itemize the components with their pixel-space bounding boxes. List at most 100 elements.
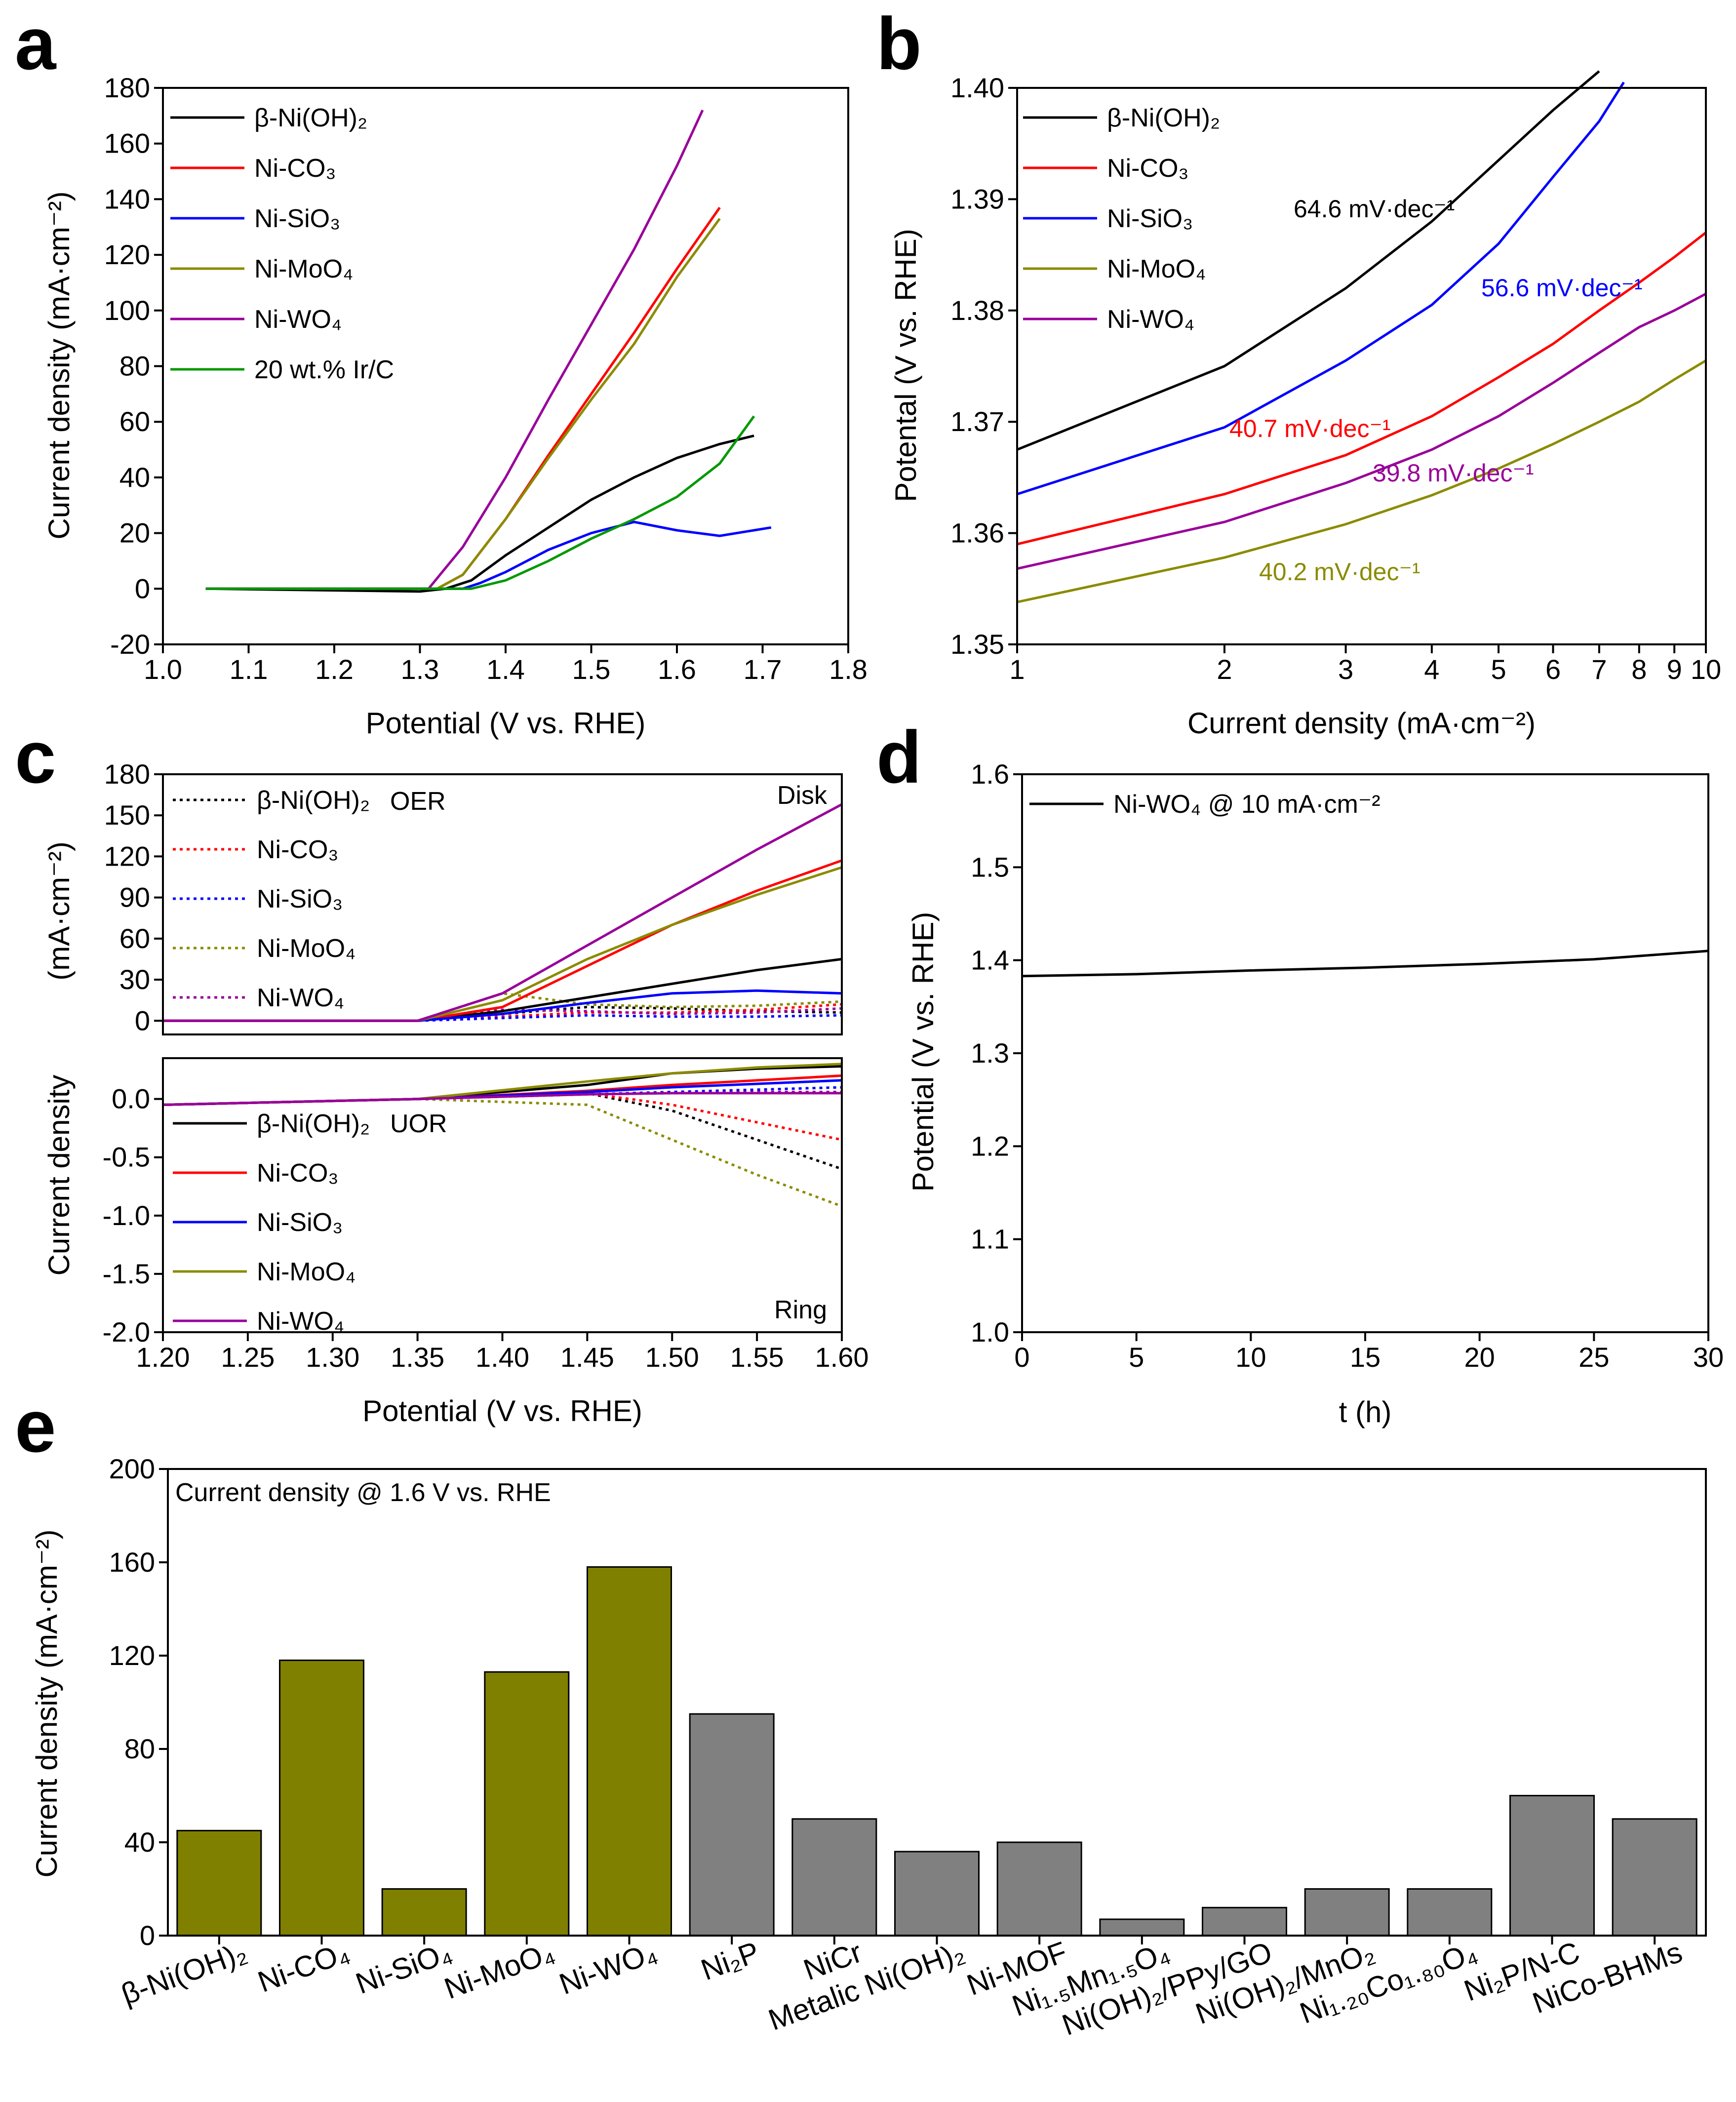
- panel-e-bar: [1304, 1888, 1390, 1937]
- panel-a-xtick-label: 1.8: [829, 654, 868, 685]
- panel-c-disk-ytick-label: 0: [135, 1005, 150, 1036]
- panel-b-frame: [1016, 87, 1707, 645]
- panel-c-disk-frame: [162, 773, 843, 1035]
- panel-b-ylabel: Potental (V vs. RHE): [889, 229, 922, 502]
- panel-e-ytick-label: 0: [140, 1920, 155, 1951]
- panel-a-ytick-label: 140: [104, 183, 150, 214]
- panel-c-xtick-label: 1.20: [136, 1342, 190, 1373]
- panel-e-bar: [381, 1888, 467, 1937]
- panel-c-ring-legend-label: β-Ni(OH)₂: [257, 1110, 370, 1138]
- panel-a-xtick-label: 1.1: [230, 654, 268, 685]
- panel-e-bar: [279, 1659, 364, 1937]
- panel-b-ytick-label: 1.37: [950, 406, 1004, 437]
- panel-d-ytick-label: 1.0: [971, 1316, 1009, 1348]
- panel-b-ytick-label: 1.40: [950, 72, 1004, 103]
- panel-e-bar: [1612, 1818, 1697, 1937]
- panel-c-disk-series-line: [163, 1005, 842, 1022]
- panel-b-ytick-label: 1.35: [950, 629, 1004, 660]
- panel-c-ring-ytick-label: -1.5: [103, 1258, 151, 1289]
- panel-e-category-label: Ni-SiO₄: [352, 1935, 456, 2000]
- panel-e-label: e: [15, 1385, 56, 1467]
- panel-d-xtick-label: 30: [1693, 1342, 1724, 1373]
- panel-c-ring-series-line: [162, 1092, 842, 1106]
- panel-c-disk-legend-label: β-Ni(OH)₂: [257, 786, 370, 815]
- panel-d-legend-label: Ni-WO₄ @ 10 mA·cm⁻²: [1113, 790, 1381, 819]
- panel-a-legend-label: Ni-WO₄: [254, 305, 342, 334]
- panel-a-xtick-label: 1.4: [486, 654, 525, 685]
- panel-d-series-line: [1022, 950, 1709, 978]
- panel-d-xtick-label: 10: [1235, 1342, 1266, 1373]
- panel-c-ring-series-line: [162, 1092, 842, 1170]
- panel-d-ytick-label: 1.5: [971, 851, 1009, 882]
- panel-c-ring-legend-label: Ni-WO₄: [257, 1307, 344, 1336]
- panel-e-category-label: Ni-MoO₄: [440, 1935, 558, 2005]
- panel-a-ytick-label: 80: [119, 351, 150, 382]
- panel-c-ring-legend-label: Ni-CO₃: [257, 1159, 339, 1188]
- panel-d-xlabel: t (h): [1339, 1395, 1392, 1428]
- panel-c-xtick-label: 1.40: [475, 1342, 529, 1373]
- panel-c-ylabel-top: (mA·cm⁻²): [42, 841, 76, 981]
- panel-c-disk-label: Disk: [777, 781, 828, 810]
- panel-a-ytick-label: 100: [104, 295, 150, 326]
- panel-b-xtick-label: 5: [1491, 654, 1506, 685]
- panel-e-ytick-label: 200: [109, 1453, 155, 1484]
- panel-b-series-line: [1017, 292, 1707, 570]
- panel-b-legend-label: β-Ni(OH)₂: [1107, 104, 1220, 132]
- panel-a-xtick-label: 1.5: [572, 654, 611, 685]
- panel-a-ytick-label: -20: [110, 629, 150, 660]
- panel-c-xtick-label: 1.50: [645, 1342, 699, 1373]
- panel-d-ylabel: Potential (V vs. RHE): [907, 912, 940, 1192]
- panel-e-category-label: Ni-WO₄: [555, 1935, 661, 2001]
- panel-a-ytick-label: 20: [119, 517, 150, 549]
- panel-e-bar: [1407, 1888, 1493, 1937]
- panel-b-xtick-label: 2: [1217, 654, 1232, 685]
- panel-c-disk-ytick-label: 30: [119, 964, 150, 995]
- panel-d-label: d: [876, 715, 922, 798]
- panel-e-frame: [167, 1468, 1707, 1937]
- panel-d-ytick-label: 1.4: [971, 945, 1009, 976]
- panel-a-ylabel: Current density (mA·cm⁻²): [42, 191, 76, 539]
- panel-b-series-line: [1017, 232, 1707, 546]
- panel-c-ring-legend-label: Ni-SiO₃: [257, 1208, 343, 1237]
- panel-c-disk-legend-label: Ni-SiO₃: [257, 885, 343, 913]
- panel-e-category-label: Ni-CO₄: [253, 1935, 354, 1998]
- panel-a-ytick-label: 120: [104, 239, 150, 270]
- panel-a-legend-label: Ni-MoO₄: [254, 255, 353, 283]
- panel-b-slope-annotation: 56.6 mV·dec⁻¹: [1481, 274, 1643, 302]
- panel-b-ytick-label: 1.36: [950, 517, 1004, 549]
- panel-e-bar: [1202, 1906, 1287, 1937]
- panel-b-xtick-label: 6: [1545, 654, 1561, 685]
- panel-a-series-line: [205, 434, 754, 593]
- panel-b-xtick-label: 10: [1691, 654, 1721, 685]
- panel-a-xtick-label: 1.0: [144, 654, 182, 685]
- panel-b-xtick-label: 3: [1338, 654, 1353, 685]
- panel-c-ring-frame: [162, 1057, 843, 1333]
- panel-c-ring-label: Ring: [774, 1296, 827, 1324]
- panel-b-xtick-label: 9: [1667, 654, 1682, 685]
- panel-a-ytick-label: 160: [104, 128, 150, 159]
- panel-c-disk-legend-label: Ni-MoO₄: [257, 934, 355, 963]
- panel-b-slope-annotation: 39.8 mV·dec⁻¹: [1373, 459, 1534, 487]
- panel-c-ring-ytick-label: -0.5: [103, 1142, 151, 1173]
- panel-a-xtick-label: 1.3: [401, 654, 439, 685]
- panel-a-xlabel: Potential (V vs. RHE): [366, 707, 646, 740]
- panel-d-ytick-label: 1.2: [971, 1130, 1009, 1161]
- panel-c-ylabel-shared: Current density: [42, 1075, 76, 1276]
- panel-c-uor-title: UOR: [390, 1110, 447, 1138]
- panel-e-ytick-label: 40: [124, 1826, 155, 1858]
- panel-b-slope-annotation: 40.7 mV·dec⁻¹: [1229, 415, 1391, 442]
- panel-d-frame: [1021, 773, 1709, 1333]
- panel-b-legend-label: Ni-MoO₄: [1107, 255, 1206, 283]
- panel-e-ylabel: Current density (mA·cm⁻²): [30, 1529, 63, 1877]
- panel-d-ytick-label: 1.1: [971, 1224, 1009, 1255]
- panel-e-bar: [996, 1841, 1082, 1937]
- panel-a-label: a: [15, 2, 57, 85]
- panel-c-ring-ytick-label: 0.0: [112, 1083, 150, 1114]
- panel-b-series-line: [1017, 81, 1625, 496]
- panel-c-disk-series-line: [163, 992, 842, 1022]
- panel-a-series-line: [205, 218, 721, 590]
- panel-c-disk-legend-label: Ni-WO₄: [257, 984, 344, 1012]
- panel-c-ring-series-line: [162, 1098, 842, 1208]
- panel-c-disk-ytick-label: 60: [119, 923, 150, 954]
- panel-c-ring-series-line: [162, 1086, 842, 1106]
